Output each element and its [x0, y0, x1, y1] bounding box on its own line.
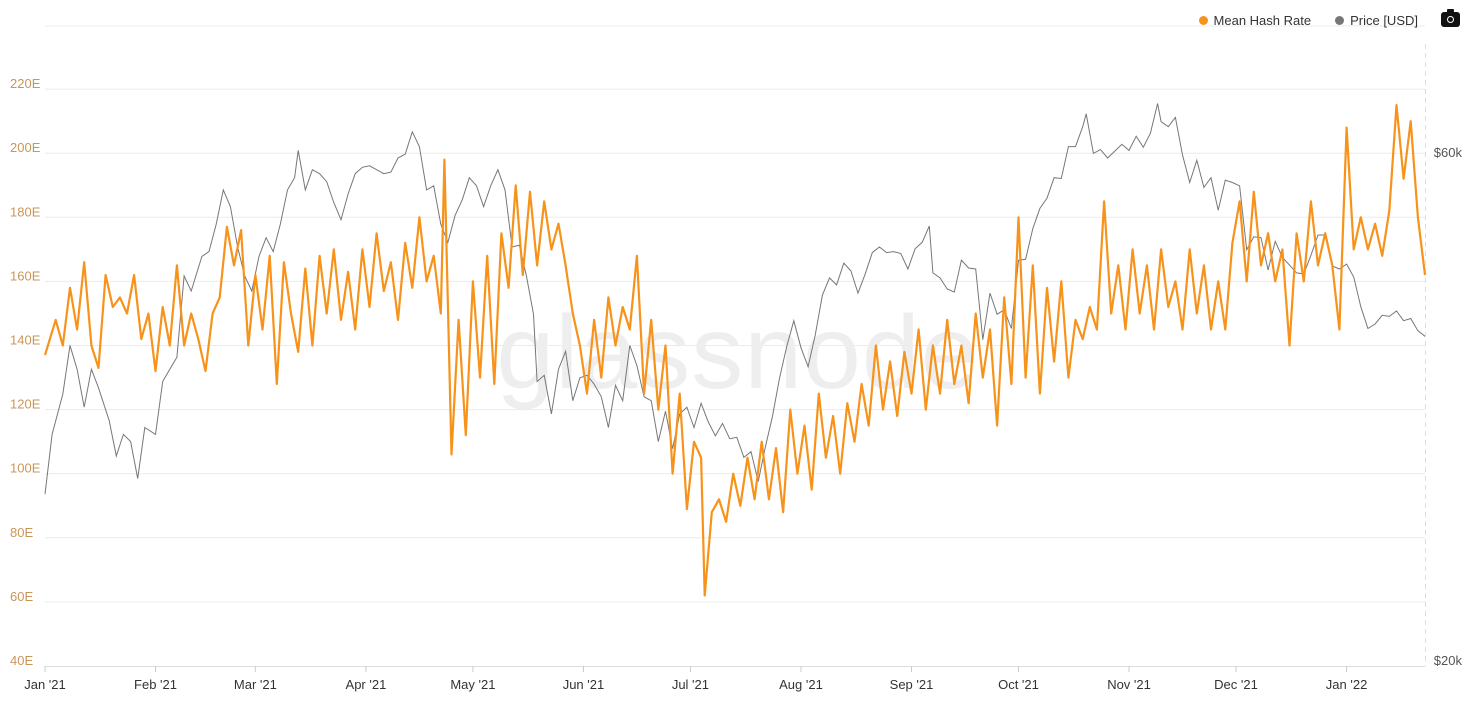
x-tick-label: Mar '21: [234, 677, 277, 692]
right-tick-label: $20k: [1434, 653, 1463, 668]
left-axis: 40E 60E 80E 100E 120E 140E 160E 180E 200E 220E: [10, 76, 41, 668]
x-tick-label: Jan '21: [24, 677, 66, 692]
x-tick-label: Sep '21: [890, 677, 934, 692]
price-series-line: [44, 103, 1426, 495]
x-tick-label: May '21: [450, 677, 495, 692]
left-tick-label: 100E: [10, 461, 41, 476]
x-tick-label: Oct '21: [998, 677, 1039, 692]
left-tick-label: 180E: [10, 204, 41, 219]
hash-rate-series-line: [43, 104, 1427, 597]
left-tick-label: 220E: [10, 76, 41, 91]
left-tick-label: 200E: [10, 140, 41, 155]
camera-icon[interactable]: [1441, 9, 1460, 27]
left-tick-label: 60E: [10, 589, 33, 604]
x-tick-label: Apr '21: [346, 677, 387, 692]
watermark: glassnode: [496, 295, 979, 411]
x-axis: Jan '21 Feb '21 Mar '21 Apr '21 May '21 Jun '…: [24, 666, 1367, 692]
left-tick-label: 80E: [10, 525, 33, 540]
price-legend-dot: [1335, 16, 1345, 25]
x-tick-label: Jul '21: [672, 677, 709, 692]
x-tick-label: Jan '22: [1326, 677, 1368, 692]
legend-label-hash-rate: Mean Hash Rate: [1213, 13, 1312, 28]
right-tick-label: $60k: [1434, 145, 1463, 160]
x-tick-label: Jun '21: [563, 677, 605, 692]
legend-item-price[interactable]: Price [USD]: [1335, 13, 1418, 28]
left-tick-label: 140E: [10, 333, 41, 348]
x-tick-label: Nov '21: [1107, 677, 1151, 692]
legend-item-hash-rate[interactable]: Mean Hash Rate: [1198, 13, 1312, 28]
hash-rate-legend-dot: [1198, 16, 1208, 25]
left-tick-label: 160E: [10, 268, 41, 283]
legend-label-price: Price [USD]: [1350, 13, 1418, 28]
x-tick-label: Feb '21: [134, 677, 177, 692]
chart-legend: Mean Hash Rate Price [USD]: [1198, 13, 1418, 28]
grid-lines: [45, 25, 1425, 603]
left-tick-label: 40E: [10, 653, 33, 668]
left-tick-label: 120E: [10, 397, 41, 412]
x-tick-label: Dec '21: [1214, 677, 1258, 692]
x-tick-label: Aug '21: [779, 677, 823, 692]
right-axis: $20k $60k: [1434, 145, 1463, 668]
